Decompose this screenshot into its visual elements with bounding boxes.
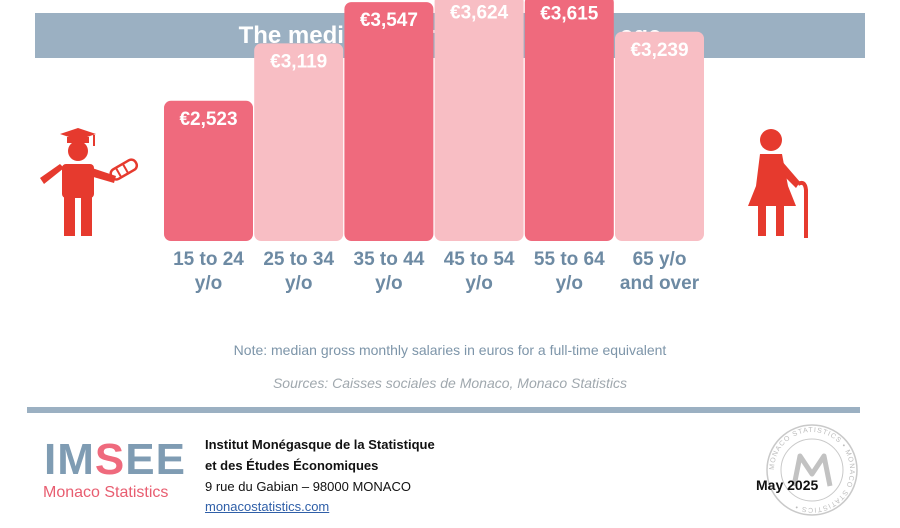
institute-address: 9 rue du Gabian – 98000 MONACO [205, 479, 411, 494]
logo-subtitle: Monaco Statistics [43, 484, 169, 501]
website-link[interactable]: monacostatistics.com [205, 499, 330, 514]
bar-5 [615, 31, 704, 241]
institute-name-line1: Institut Monégasque de la Statistique [205, 437, 435, 452]
footer-divider [27, 407, 860, 413]
bar-value-label: €3,615 [540, 4, 599, 25]
category-label: y/o [285, 273, 312, 294]
logo-letter-accent: S [94, 435, 126, 484]
chart-note: Note: median gross monthly salaries in e… [233, 342, 667, 358]
logo-letters-left: IM [44, 435, 95, 484]
category-label: y/o [195, 273, 222, 294]
institute-name-line2: et des Études Économiques [205, 458, 379, 473]
chart-sources: Sources: Caisses sociales de Monaco, Mon… [272, 375, 628, 391]
bar-chart: €2,523 15 to 24 y/o €3,119 25 to 34 y/o €3,547… [40, 0, 808, 294]
bar-0 [164, 100, 253, 241]
category-label: 35 to 44 [354, 249, 425, 270]
bar-value-label: €3,624 [450, 3, 509, 24]
category-label: 45 to 54 [444, 249, 515, 270]
category-label: y/o [556, 273, 583, 294]
graduate-icon [40, 128, 139, 236]
bar-value-label: €3,239 [630, 40, 688, 61]
category-label: 55 to 64 [534, 249, 605, 270]
elderly-person-icon [748, 129, 808, 238]
bar-2 [344, 2, 434, 242]
bar-value-label: €2,523 [179, 109, 237, 130]
monaco-statistics-seal-icon: MONACO STATISTICS • MONACO STATISTICS • [766, 424, 858, 516]
category-label: 25 to 34 [263, 249, 334, 270]
logo-letters-right: EE [125, 435, 186, 484]
category-label: and over [620, 273, 700, 294]
category-label: 65 y/o [633, 249, 687, 270]
publication-date: May 2025 [756, 477, 819, 493]
bar-4 [524, 0, 614, 241]
bar-3 [434, 0, 524, 241]
bar-value-label: €3,547 [360, 10, 418, 31]
category-label: 15 to 24 [173, 249, 244, 270]
imsee-logo: IMSEE [44, 438, 186, 482]
category-label: y/o [465, 273, 492, 294]
category-label: y/o [375, 273, 402, 294]
bar-1 [254, 43, 344, 241]
bar-value-label: €3,119 [270, 51, 327, 72]
